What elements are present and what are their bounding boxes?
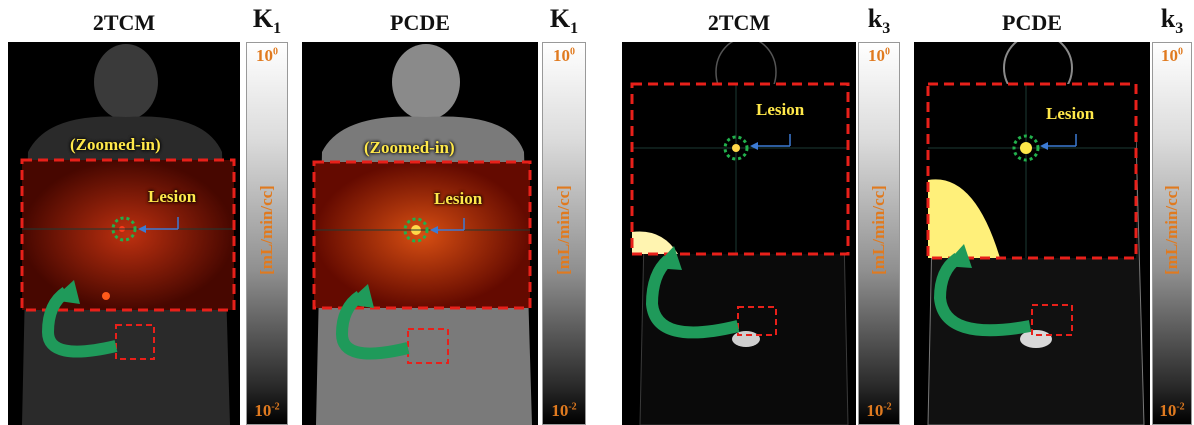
panel-pcde-k3: PCDE Lesion	[914, 0, 1150, 425]
colorbar-unit: [mL/min/cc]	[554, 185, 573, 275]
parameter-label: k3	[1160, 4, 1184, 38]
body-scan-graphic	[630, 42, 850, 425]
colorbar-max-label: 100	[553, 46, 575, 65]
colorbar-min-label: 10-2	[1159, 401, 1185, 420]
colorbar-gradient	[246, 42, 288, 425]
colorbar-gradient	[1152, 42, 1192, 425]
colorbar-unit: [mL/min/cc]	[869, 185, 888, 275]
colorbar-k3-right: k3 100 [mL/min/cc] 10-2	[1152, 0, 1192, 425]
zoom-label: (Zoomed-in)	[70, 135, 161, 154]
colorbar-gradient	[542, 42, 586, 425]
body-scan-graphic	[312, 44, 532, 425]
pet-image-2tcm-k3: Lesion	[622, 42, 856, 425]
parameter-label: k3	[867, 4, 891, 38]
colorbar-unit: [mL/min/cc]	[1162, 185, 1181, 275]
body-scan-graphic	[20, 44, 236, 425]
parameter-label: K1	[252, 4, 282, 38]
panel-title: 2TCM	[707, 10, 771, 35]
lesion-label: Lesion	[756, 100, 805, 119]
panel-2tcm-k1: 2TCM (Zoomed-in) Lesion	[8, 0, 240, 425]
colorbar-unit: [mL/min/cc]	[257, 185, 276, 275]
pet-image-2tcm-k1: (Zoomed-in) Lesion	[8, 42, 240, 425]
colorbar-k3-left: k3 100 [mL/min/cc] 10-2	[858, 0, 900, 425]
colorbar-min-label: 10-2	[254, 401, 280, 420]
panel-title: 2TCM	[92, 10, 156, 35]
colorbar-k1-left: K1 100 [mL/min/cc] 10-2	[246, 0, 288, 425]
colorbar-max-label: 100	[256, 46, 278, 65]
colorbar-max-label: 100	[868, 46, 890, 65]
colorbar-min-label: 10-2	[866, 401, 892, 420]
lesion-label: Lesion	[434, 189, 483, 208]
panel-2tcm-k3: 2TCM Lesion	[622, 0, 856, 425]
lesion-label: Lesion	[148, 187, 197, 206]
panel-title: PCDE	[390, 10, 450, 35]
colorbar-max-label: 100	[1161, 46, 1183, 65]
colorbar-gradient	[858, 42, 900, 425]
parameter-label: K1	[549, 4, 579, 38]
colorbar-min-label: 10-2	[551, 401, 577, 420]
colorbar-k1-right: K1 100 [mL/min/cc] 10-2	[542, 0, 586, 425]
panel-title: PCDE	[1002, 10, 1062, 35]
pet-image-pcde-k3: Lesion	[914, 42, 1150, 425]
zoom-label: (Zoomed-in)	[364, 138, 455, 157]
panel-pcde-k1: PCDE (Zoomed-in) Lesion	[302, 0, 538, 425]
pet-image-pcde-k1: (Zoomed-in) Lesion	[302, 42, 538, 425]
lesion-label: Lesion	[1046, 104, 1095, 123]
body-scan-graphic	[926, 42, 1145, 425]
